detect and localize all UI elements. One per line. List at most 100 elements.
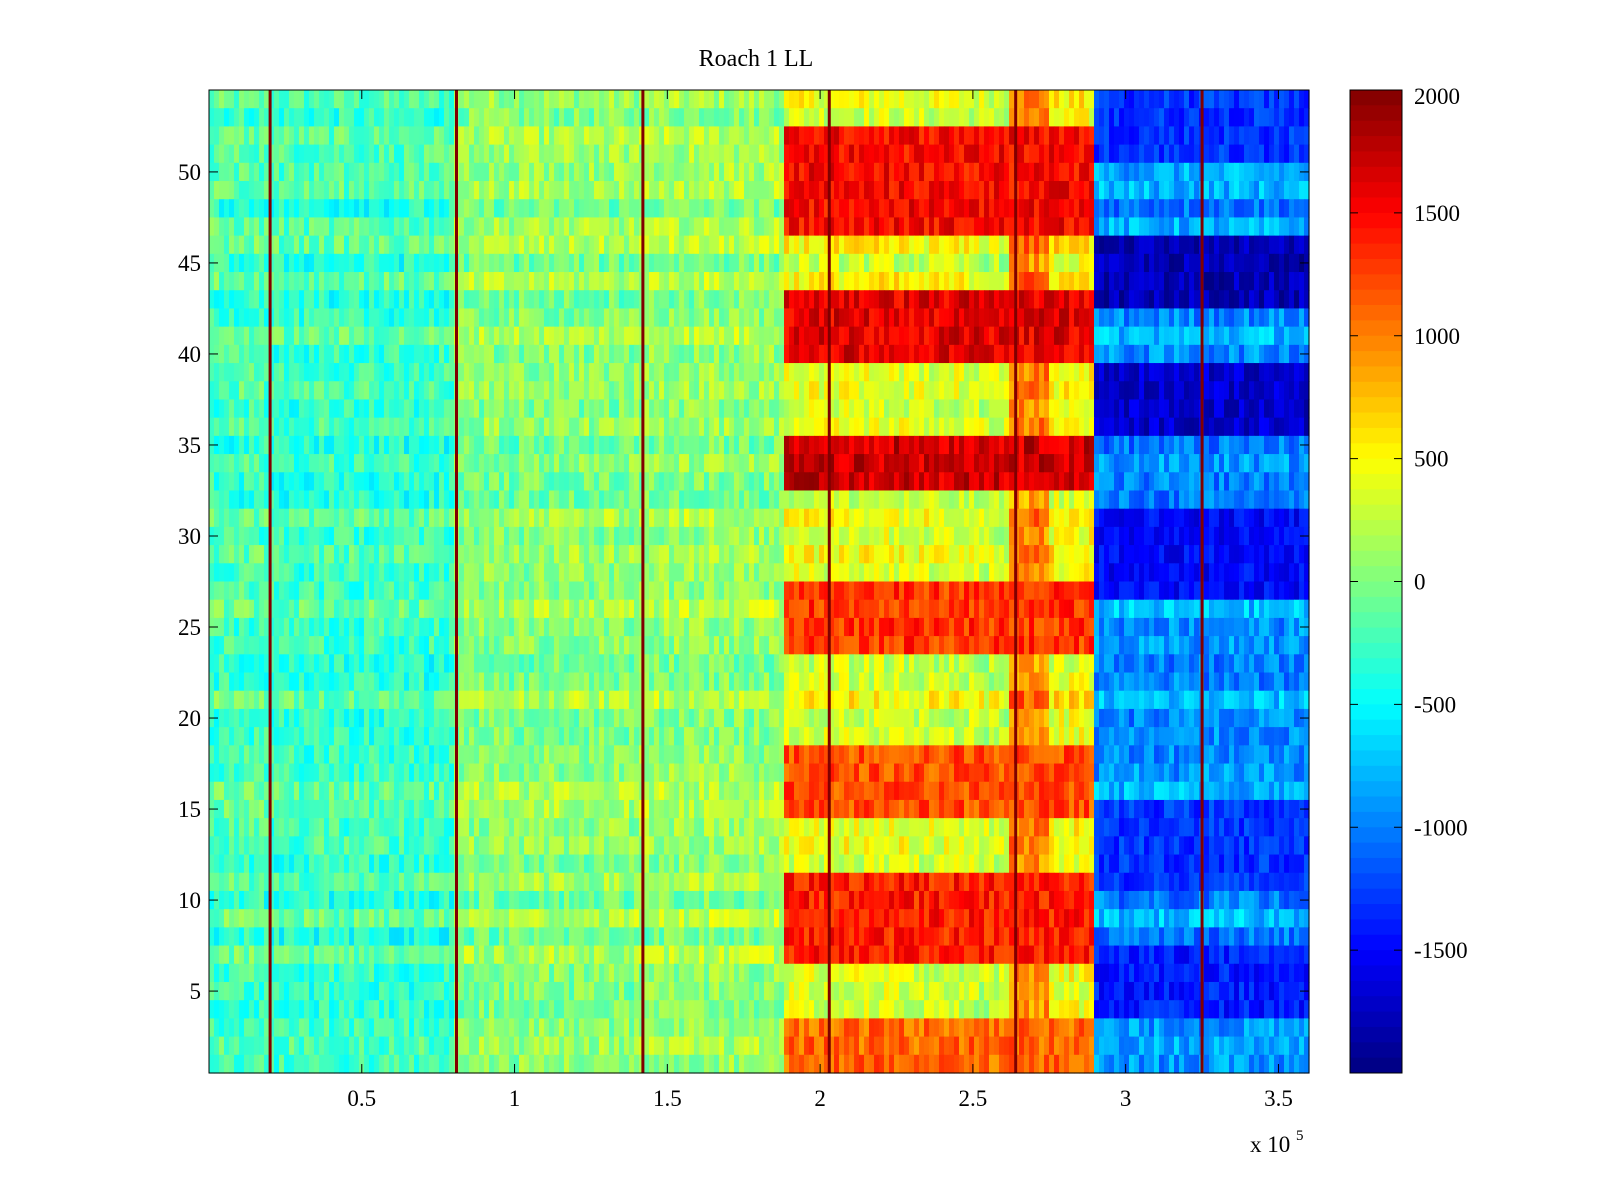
heatmap-cell bbox=[724, 399, 730, 419]
heatmap-cell bbox=[1214, 217, 1220, 237]
heatmap-cell bbox=[1264, 217, 1270, 237]
heatmap-cell bbox=[1099, 435, 1105, 455]
heatmap-cell bbox=[614, 435, 620, 455]
heatmap-cell bbox=[699, 181, 705, 200]
heatmap-cell bbox=[499, 235, 505, 255]
heatmap-cell bbox=[574, 144, 580, 164]
heatmap-cell bbox=[874, 344, 880, 364]
heatmap-cell bbox=[694, 290, 700, 310]
heatmap-cell bbox=[499, 435, 505, 455]
heatmap-cell bbox=[434, 381, 440, 401]
heatmap-cell bbox=[1189, 90, 1195, 109]
heatmap-cell bbox=[309, 381, 315, 401]
heatmap-cell bbox=[634, 90, 640, 109]
heatmap-cell bbox=[794, 90, 800, 109]
heatmap-cell bbox=[879, 417, 885, 437]
heatmap-cell bbox=[559, 381, 565, 401]
heatmap-cell bbox=[1209, 381, 1215, 401]
heatmap-cell bbox=[644, 181, 650, 200]
heatmap-cell bbox=[1134, 144, 1140, 164]
heatmap-cell bbox=[334, 344, 340, 364]
heatmap-cell bbox=[799, 126, 805, 146]
heatmap-cell bbox=[1059, 253, 1065, 273]
heatmap-cell bbox=[939, 399, 945, 419]
heatmap-cell bbox=[344, 381, 350, 401]
heatmap-cell bbox=[534, 144, 540, 164]
heatmap-cell bbox=[644, 162, 650, 182]
heatmap-cell bbox=[374, 272, 380, 291]
heatmap-cell bbox=[874, 162, 880, 182]
heatmap-cell bbox=[1079, 454, 1085, 473]
heatmap-cell bbox=[679, 417, 685, 437]
heatmap-cell bbox=[819, 344, 825, 364]
heatmap-cell bbox=[664, 235, 670, 255]
heatmap-cell bbox=[459, 454, 465, 473]
heatmap-cell bbox=[989, 272, 995, 291]
heatmap-cell bbox=[1224, 363, 1230, 382]
heatmap-cell bbox=[664, 454, 670, 473]
heatmap-cell bbox=[339, 272, 345, 291]
heatmap-cell bbox=[244, 290, 250, 310]
heatmap-cell bbox=[889, 253, 895, 273]
heatmap-cell bbox=[1094, 417, 1100, 437]
heatmap-cell bbox=[224, 472, 230, 492]
heatmap-cell bbox=[269, 290, 275, 310]
heatmap-cell bbox=[1279, 108, 1285, 127]
heatmap-cell bbox=[614, 108, 620, 127]
heatmap-cell bbox=[1094, 326, 1100, 346]
heatmap-cell bbox=[1089, 472, 1095, 492]
heatmap-cell bbox=[619, 308, 625, 328]
heatmap-cell bbox=[1239, 344, 1245, 364]
heatmap-cell bbox=[414, 253, 420, 273]
heatmap-cell bbox=[964, 90, 970, 109]
heatmap-cell bbox=[889, 235, 895, 255]
heatmap-cell bbox=[294, 126, 300, 146]
heatmap-cell bbox=[949, 235, 955, 255]
heatmap-cell bbox=[924, 417, 930, 437]
heatmap-cell bbox=[469, 126, 475, 146]
heatmap-cell bbox=[274, 144, 280, 164]
heatmap-cell bbox=[934, 417, 940, 437]
heatmap-cell bbox=[434, 417, 440, 437]
heatmap-cell bbox=[884, 399, 890, 419]
heatmap-cell bbox=[254, 108, 260, 127]
heatmap-cell bbox=[959, 454, 965, 473]
heatmap-cell bbox=[574, 344, 580, 364]
heatmap-cell bbox=[459, 399, 465, 419]
heatmap-cell bbox=[874, 454, 880, 473]
heatmap-cell bbox=[209, 417, 215, 437]
heatmap-cell bbox=[899, 126, 905, 146]
heatmap-cell bbox=[964, 162, 970, 182]
heatmap-cell bbox=[714, 126, 720, 146]
heatmap-cell bbox=[579, 272, 585, 291]
heatmap-cell bbox=[1304, 126, 1310, 146]
heatmap-cell bbox=[934, 381, 940, 401]
heatmap-cell bbox=[739, 272, 745, 291]
heatmap-cell bbox=[209, 272, 215, 291]
heatmap-cell bbox=[564, 290, 570, 310]
heatmap-cell bbox=[1069, 126, 1075, 146]
heatmap-cell bbox=[279, 381, 285, 401]
heatmap-cell bbox=[1294, 454, 1300, 473]
heatmap-cell bbox=[1099, 308, 1105, 328]
heatmap-cell bbox=[434, 144, 440, 164]
heatmap-cell bbox=[1099, 253, 1105, 273]
heatmap-cell bbox=[1234, 181, 1240, 200]
heatmap-cell bbox=[1204, 181, 1210, 200]
heatmap-cell bbox=[809, 162, 815, 182]
heatmap-cell bbox=[294, 472, 300, 492]
heatmap-cell bbox=[1084, 90, 1090, 109]
heatmap-cell bbox=[1059, 108, 1065, 127]
heatmap-cell bbox=[504, 144, 510, 164]
heatmap-cell bbox=[434, 199, 440, 219]
heatmap-cell bbox=[264, 217, 270, 237]
heatmap-cell bbox=[839, 253, 845, 273]
heatmap-cell bbox=[434, 399, 440, 419]
heatmap-cell bbox=[1284, 435, 1290, 455]
heatmap-cell bbox=[934, 108, 940, 127]
heatmap-cell bbox=[534, 381, 540, 401]
heatmap-cell bbox=[1224, 290, 1230, 310]
heatmap-cell bbox=[669, 363, 675, 382]
heatmap-cell bbox=[809, 235, 815, 255]
heatmap-cell bbox=[469, 290, 475, 310]
